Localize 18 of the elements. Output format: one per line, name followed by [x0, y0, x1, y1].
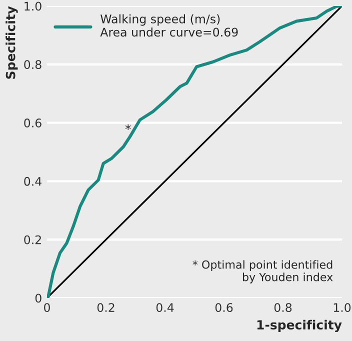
x-tick-label: 0.4: [156, 303, 174, 312]
x-tick-label: 0.2: [97, 303, 114, 312]
y-tick-label: 0.4: [24, 176, 42, 186]
x-axis-title: 1-specificity: [257, 320, 342, 332]
x-tick-label: 0.6: [215, 303, 233, 312]
annotation: *: [125, 124, 131, 130]
x-tick-label: 0.8: [274, 303, 292, 312]
line-series: [47, 6, 342, 298]
y-axis-title: Specificity: [6, 6, 18, 79]
y-tick-label: 1.0: [24, 2, 42, 11]
x-tick-label: 0: [44, 303, 50, 312]
annotation: * Optimal point identified by Youden index: [192, 260, 333, 284]
y-tick-label: 0: [35, 294, 42, 303]
x-tick-label: 1.0: [334, 303, 351, 312]
y-tick-label: 0.6: [24, 118, 42, 128]
legend-label: Walking speed (m/s) Area under curve=0.69: [100, 14, 238, 37]
y-tick-label: 0.2: [24, 235, 41, 244]
y-tick-label: 0.8: [24, 60, 42, 70]
